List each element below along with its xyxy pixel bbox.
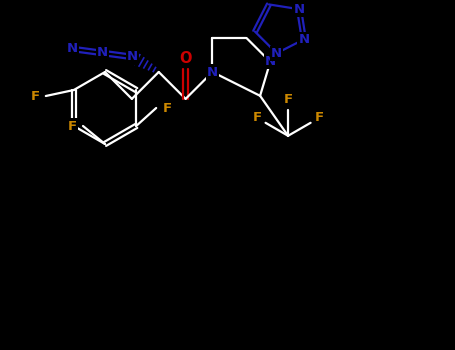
Text: F: F — [283, 93, 293, 106]
Text: N: N — [207, 65, 218, 78]
Text: O: O — [179, 51, 192, 66]
Text: N: N — [127, 50, 138, 63]
Text: F: F — [30, 90, 40, 103]
Text: N: N — [298, 33, 309, 46]
Text: N: N — [97, 47, 108, 60]
Text: N: N — [265, 55, 276, 68]
Text: F: F — [253, 111, 262, 124]
Text: F: F — [315, 111, 324, 124]
Text: N: N — [271, 47, 282, 60]
Text: F: F — [67, 119, 76, 133]
Text: N: N — [67, 42, 78, 56]
Text: F: F — [162, 102, 172, 114]
Text: N: N — [293, 3, 305, 16]
